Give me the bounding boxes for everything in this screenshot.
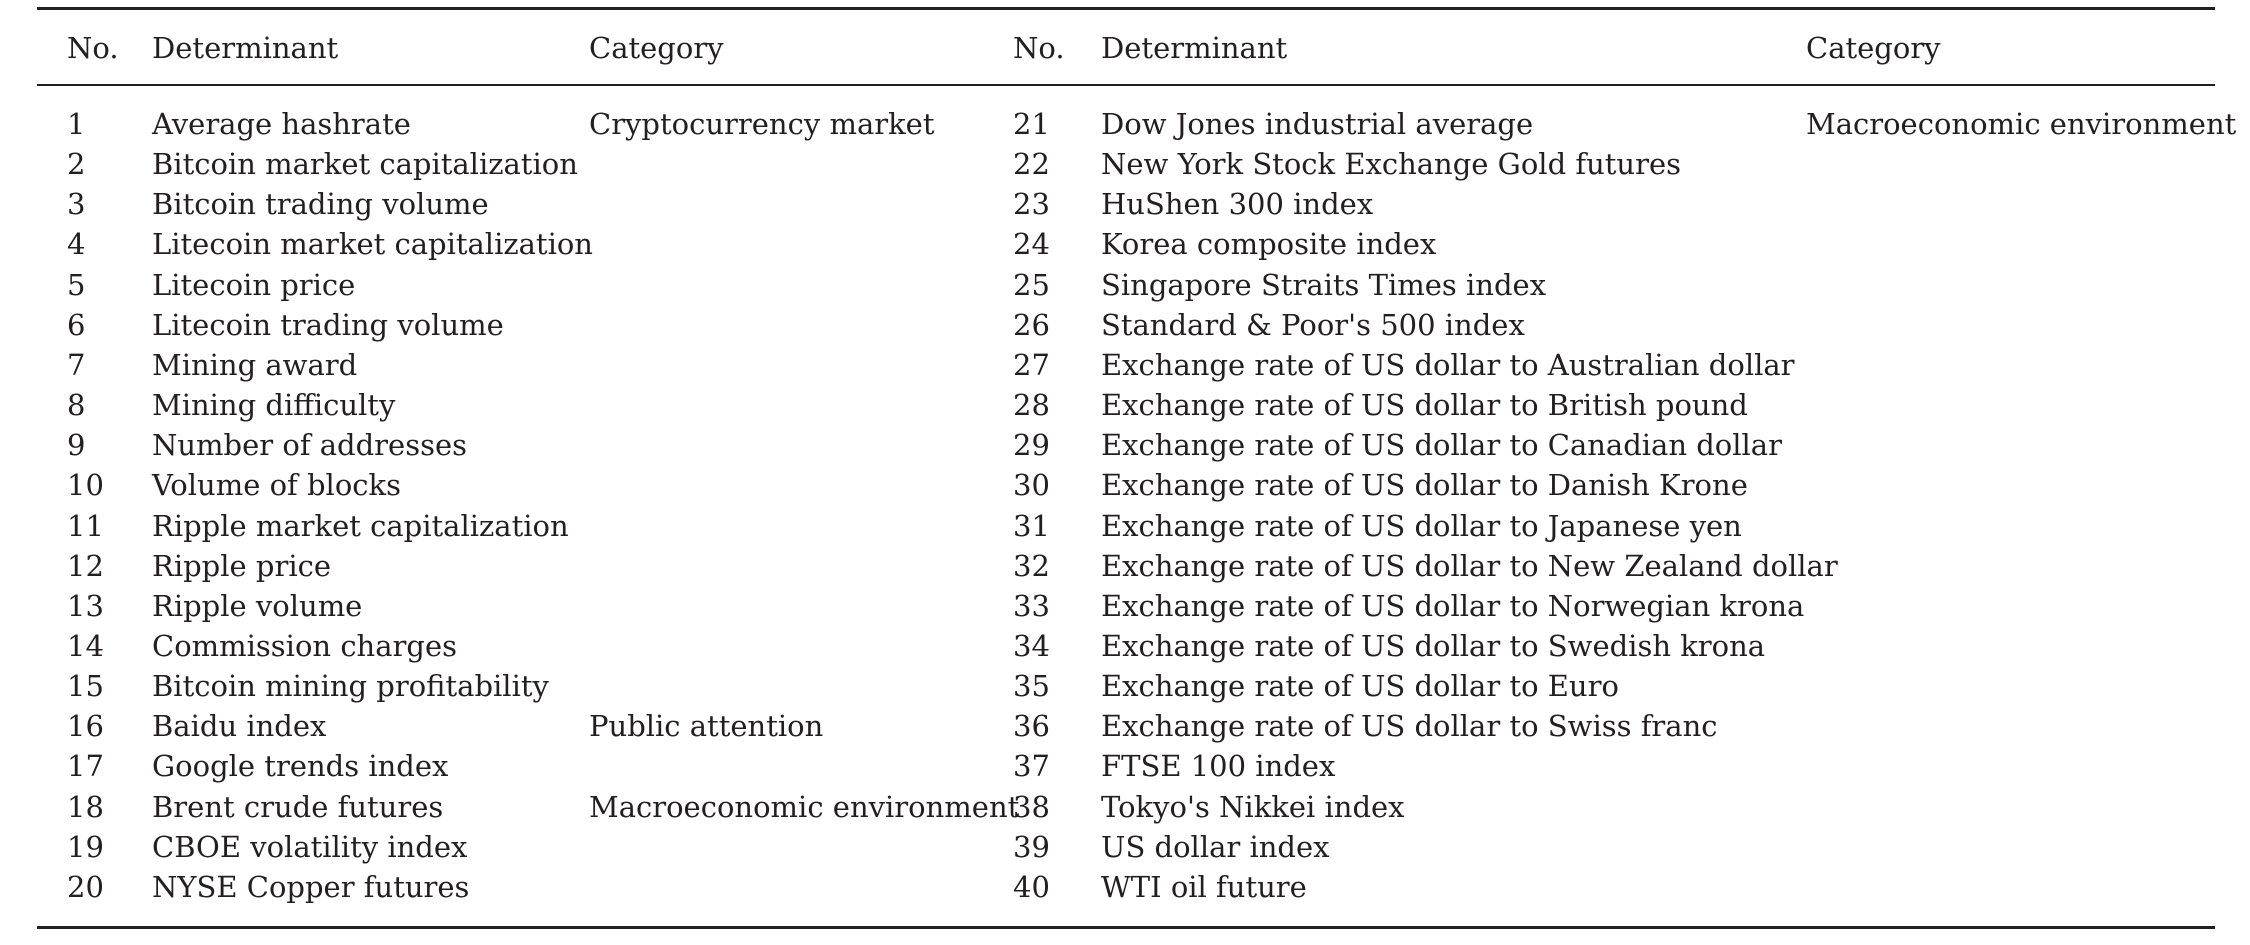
- cell-category: Macroeconomic environment: [1806, 107, 2237, 141]
- cell-determinant: Exchange rate of US dollar to Euro: [1101, 669, 1619, 704]
- table-bottom-rule: [37, 926, 2215, 929]
- cell-no: 32: [1013, 548, 1050, 583]
- cell-no: 1: [67, 107, 86, 141]
- cell-determinant: Google trends index: [152, 749, 449, 784]
- cell-no: 12: [67, 548, 104, 583]
- header-category-right: Category: [1806, 31, 1941, 65]
- table-header-rule: [37, 84, 2215, 86]
- cell-determinant: Baidu index: [152, 709, 327, 744]
- cell-determinant: Commission charges: [152, 628, 457, 663]
- cell-no: 31: [1013, 508, 1050, 543]
- cell-determinant: HuShen 300 index: [1101, 187, 1374, 222]
- cell-determinant: Bitcoin market capitalization: [152, 147, 578, 182]
- cell-no: 8: [67, 388, 86, 423]
- header-no-left: No.: [67, 31, 119, 65]
- cell-determinant: New York Stock Exchange Gold futures: [1101, 147, 1682, 182]
- cell-determinant: Litecoin price: [152, 267, 356, 302]
- cell-no: 36: [1013, 709, 1050, 744]
- cell-determinant: Ripple market capitalization: [152, 508, 569, 543]
- cell-no: 5: [67, 267, 86, 302]
- cell-no: 16: [67, 709, 104, 744]
- cell-determinant: Dow Jones industrial average: [1101, 107, 1534, 141]
- cell-determinant: Volume of blocks: [152, 468, 401, 503]
- cell-determinant: Tokyo's Nikkei index: [1101, 789, 1405, 824]
- cell-determinant: Ripple price: [152, 548, 331, 583]
- cell-determinant: Number of addresses: [152, 428, 468, 463]
- cell-no: 28: [1013, 388, 1050, 423]
- cell-no: 21: [1013, 107, 1050, 141]
- cell-category: Macroeconomic environment: [589, 789, 1020, 824]
- cell-no: 3: [67, 187, 86, 222]
- cell-no: 6: [67, 307, 86, 342]
- cell-determinant: Exchange rate of US dollar to Swedish kr…: [1101, 628, 1766, 663]
- cell-determinant: Exchange rate of US dollar to Canadian d…: [1101, 428, 1782, 463]
- cell-no: 33: [1013, 588, 1050, 623]
- cell-determinant: Exchange rate of US dollar to Norwegian …: [1101, 588, 1805, 623]
- cell-no: 17: [67, 749, 104, 784]
- cell-determinant: Mining award: [152, 347, 358, 382]
- cell-no: 9: [67, 428, 86, 463]
- cell-no: 11: [67, 508, 104, 543]
- table-top-rule: [37, 7, 2215, 10]
- cell-no: 4: [67, 227, 86, 262]
- header-determinant-left: Determinant: [152, 31, 339, 65]
- header-category-left: Category: [589, 31, 724, 65]
- cell-determinant: Litecoin market capitalization: [152, 227, 593, 262]
- cell-determinant: WTI oil future: [1101, 869, 1307, 904]
- cell-no: 39: [1013, 829, 1050, 864]
- cell-determinant: Ripple volume: [152, 588, 363, 623]
- cell-determinant: Average hashrate: [152, 107, 411, 141]
- cell-no: 15: [67, 669, 104, 704]
- cell-no: 40: [1013, 869, 1050, 904]
- cell-no: 27: [1013, 347, 1050, 382]
- cell-determinant: Korea composite index: [1101, 227, 1437, 262]
- cell-determinant: Litecoin trading volume: [152, 307, 504, 342]
- cell-no: 19: [67, 829, 104, 864]
- cell-no: 30: [1013, 468, 1050, 503]
- cell-determinant: Exchange rate of US dollar to British po…: [1101, 388, 1748, 423]
- cell-determinant: Mining difficulty: [152, 388, 396, 423]
- cell-determinant: Exchange rate of US dollar to Australian…: [1101, 347, 1795, 382]
- cell-no: 34: [1013, 628, 1050, 663]
- cell-determinant: Exchange rate of US dollar to Swiss fran…: [1101, 709, 1718, 744]
- cell-determinant: Exchange rate of US dollar to Danish Kro…: [1101, 468, 1748, 503]
- cell-determinant: Singapore Straits Times index: [1101, 267, 1547, 302]
- cell-determinant: US dollar index: [1101, 829, 1330, 864]
- cell-no: 24: [1013, 227, 1050, 262]
- cell-no: 2: [67, 147, 86, 182]
- header-no-right: No.: [1013, 31, 1065, 65]
- cell-category: Cryptocurrency market: [589, 107, 935, 141]
- cell-determinant: Bitcoin trading volume: [152, 187, 489, 222]
- cell-determinant: Brent crude futures: [152, 789, 444, 824]
- cell-no: 35: [1013, 669, 1050, 704]
- cell-no: 7: [67, 347, 86, 382]
- header-determinant-right: Determinant: [1101, 31, 1288, 65]
- cell-no: 37: [1013, 749, 1050, 784]
- cell-category: Public attention: [589, 709, 824, 744]
- cell-no: 25: [1013, 267, 1050, 302]
- cell-determinant: Exchange rate of US dollar to Japanese y…: [1101, 508, 1742, 543]
- cell-no: 10: [67, 468, 104, 503]
- cell-determinant: Exchange rate of US dollar to New Zealan…: [1101, 548, 1838, 583]
- cell-no: 20: [67, 869, 104, 904]
- cell-no: 18: [67, 789, 104, 824]
- cell-no: 23: [1013, 187, 1050, 222]
- cell-no: 14: [67, 628, 104, 663]
- cell-determinant: Bitcoin mining profitability: [152, 669, 549, 704]
- cell-no: 38: [1013, 789, 1050, 824]
- cell-no: 26: [1013, 307, 1050, 342]
- cell-no: 22: [1013, 147, 1050, 182]
- cell-determinant: CBOE volatility index: [152, 829, 468, 864]
- cell-no: 29: [1013, 428, 1050, 463]
- cell-determinant: Standard & Poor's 500 index: [1101, 307, 1525, 342]
- cell-no: 13: [67, 588, 104, 623]
- cell-determinant: NYSE Copper futures: [152, 869, 470, 904]
- cell-determinant: FTSE 100 index: [1101, 749, 1336, 784]
